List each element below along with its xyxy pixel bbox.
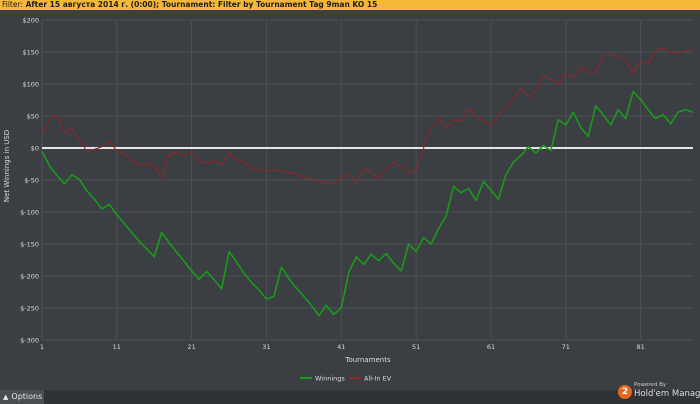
filter-label: Filter: (2, 0, 23, 9)
y-tick-label: $-150 (20, 241, 39, 249)
y-tick-label: $150 (22, 49, 39, 57)
x-tick-labels: 1 11 21 31 41 51 61 71 81 (40, 343, 645, 351)
filter-text: After 15 августа 2014 г. (0:00); Tournam… (25, 0, 378, 9)
y-tick-labels: $-300 $-250 $-200 $-150 $-100 $-50 $0 $50 $100 $1… (20, 17, 39, 345)
y-tick-label: $-100 (20, 209, 39, 217)
x-tick-label: 31 (262, 343, 270, 351)
y-tick-label: $200 (22, 17, 39, 25)
y-tick-label: $-250 (20, 305, 39, 313)
brand-tagline: Powered By (634, 382, 667, 388)
legend-allin-ev-label: All-In EV (364, 375, 392, 383)
series-line-winnings (41, 90, 694, 317)
y-tick-label: $-300 (20, 337, 39, 345)
x-tick-label: 81 (636, 343, 644, 351)
y-tick-label: $50 (27, 113, 39, 121)
y-tick-label: $0 (31, 145, 39, 153)
grid-layer (41, 19, 693, 341)
x-tick-label: 11 (113, 343, 121, 351)
branding: 2 Powered By Hold'em Manager (618, 382, 700, 404)
chevron-up-icon: ▲ (3, 393, 9, 401)
y-tick-label: $100 (22, 81, 39, 89)
y-tick-label: $-50 (24, 177, 39, 185)
chart-area: $-300 $-250 $-200 $-150 $-100 $-50 $0 $50 $100 $1… (0, 10, 700, 390)
x-tick-label: 61 (487, 343, 495, 351)
options-button[interactable]: ▲ Options (0, 390, 44, 404)
y-tick-label: $-200 (20, 273, 39, 281)
y-axis-label: Net Winnings in USD (3, 130, 11, 202)
winnings-chart: $-300 $-250 $-200 $-150 $-100 $-50 $0 $50 $100 $1… (3, 17, 694, 383)
filter-bar: Filter: After 15 августа 2014 г. (0:00);… (0, 0, 700, 10)
options-label: Options (11, 392, 43, 401)
x-axis-label: Tournaments (344, 356, 391, 364)
x-tick-label: 41 (337, 343, 345, 351)
hm2-logo-icon: 2 (618, 385, 632, 399)
x-tick-label: 21 (188, 343, 196, 351)
x-tick-label: 51 (412, 343, 420, 351)
legend: Winnings All-In EV (300, 375, 392, 383)
bottom-bar: ▲Options 2 Powered By Hold'em Manager (0, 382, 700, 404)
series-line-all-in-ev (41, 47, 694, 185)
brand-name: Hold'em Manager (634, 389, 700, 399)
x-tick-label: 1 (40, 343, 44, 351)
series-layer (41, 47, 694, 317)
x-tick-label: 71 (562, 343, 570, 351)
legend-winnings-label: Winnings (315, 375, 345, 383)
